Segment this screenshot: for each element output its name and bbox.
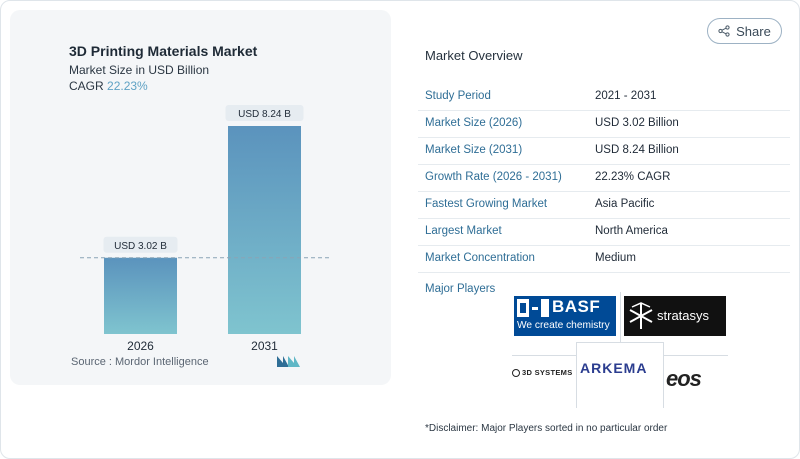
- stratasys-wordmark: stratasys: [657, 308, 710, 323]
- overview-key: Market Size (2026): [425, 117, 523, 129]
- overview-row: Study Period 2021 - 2031: [418, 84, 790, 111]
- chart-cagr: CAGR 22.23%: [69, 79, 148, 93]
- market-overview-title: Market Overview: [425, 48, 523, 63]
- 3d-systems-logo: 3D SYSTEMS: [512, 368, 573, 378]
- stratasys-mark-icon: [629, 302, 653, 329]
- 3d-systems-mark-icon: [512, 369, 520, 378]
- data-label-background: [225, 105, 304, 121]
- chart-card: [10, 10, 391, 385]
- basf-tagline: We create chemistry: [517, 320, 610, 331]
- overview-value: Asia Pacific: [595, 198, 655, 210]
- stratasys-logo: stratasys: [624, 296, 726, 336]
- overview-value: North America: [595, 225, 668, 237]
- overview-value: USD 8.24 Billion: [595, 144, 679, 156]
- overview-row: Market Size (2026) USD 3.02 Billion: [418, 111, 790, 138]
- data-label: USD 8.24 B: [238, 109, 291, 120]
- overview-row: Market Size (2031) USD 8.24 Billion: [418, 138, 790, 165]
- share-label: Share: [736, 23, 771, 39]
- logo-divider: [620, 292, 621, 342]
- 3d-systems-wordmark: 3D SYSTEMS: [522, 368, 573, 377]
- disclaimer-note: *Disclaimer: Major Players sorted in no …: [425, 423, 668, 434]
- overview-value: USD 3.02 Billion: [595, 117, 679, 129]
- bar-chart: USD 3.02 B 2026 USD 8.24 B 2031: [80, 105, 330, 353]
- bar-2031: [228, 126, 301, 334]
- overview-value: 2021 - 2031: [595, 90, 657, 102]
- share-icon: [718, 25, 730, 37]
- overview-value: Medium: [595, 252, 636, 264]
- arkema-logo: ARKEMA: [580, 360, 647, 376]
- eos-wordmark: eos: [666, 366, 702, 391]
- overview-key: Growth Rate (2026 - 2031): [425, 171, 562, 183]
- logo-divider: [663, 342, 664, 408]
- overview-row: Fastest Growing Market Asia Pacific: [418, 192, 790, 219]
- market-overview-table: Study Period 2021 - 2031 Market Size (202…: [418, 84, 790, 273]
- overview-value: 22.23% CAGR: [595, 171, 671, 183]
- major-players-label: Major Players: [425, 283, 496, 295]
- bar-2026: [104, 257, 177, 334]
- overview-key: Study Period: [425, 90, 491, 102]
- arkema-wordmark: ARKEMA: [580, 360, 648, 376]
- eos-logo: eos: [666, 366, 702, 392]
- overview-key: Market Size (2031): [425, 144, 523, 156]
- basf-wordmark: BASF: [552, 297, 601, 316]
- data-label: USD 3.02 B: [114, 241, 167, 252]
- chart-subtitle: Market Size in USD Billion: [69, 63, 210, 77]
- logo-divider: [512, 355, 576, 356]
- overview-key: Market Concentration: [425, 252, 535, 264]
- logo-divider: [576, 342, 664, 343]
- overview-row: Market Concentration Medium: [418, 246, 790, 273]
- overview-key: Largest Market: [425, 225, 502, 237]
- source-note: Source : Mordor Intelligence: [71, 356, 209, 368]
- logo-divider: [576, 342, 577, 408]
- category-label: 2031: [251, 339, 278, 353]
- basf-logo: BASF We create chemistry: [514, 296, 616, 336]
- overview-row: Largest Market North America: [418, 219, 790, 246]
- category-label: 2026: [127, 339, 154, 353]
- share-button[interactable]: Share: [707, 18, 782, 44]
- chart-title: 3D Printing Materials Market: [69, 43, 258, 59]
- mordor-intelligence-logo-icon: [277, 356, 300, 367]
- logo-divider: [664, 355, 728, 356]
- cagr-value: 22.23%: [107, 79, 148, 93]
- cagr-label: CAGR: [69, 79, 104, 93]
- data-label-background: [103, 236, 178, 253]
- overview-key: Fastest Growing Market: [425, 198, 548, 210]
- overview-row: Growth Rate (2026 - 2031) 22.23% CAGR: [418, 165, 790, 192]
- basf-mark-icon: [517, 299, 549, 317]
